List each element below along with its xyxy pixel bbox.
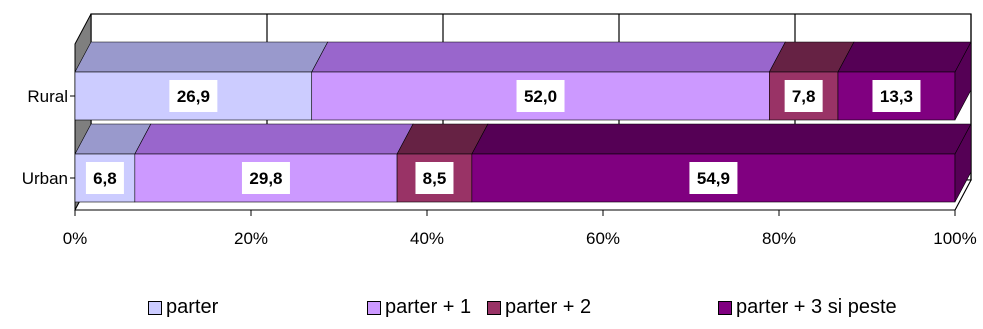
- data-label-text: 26,9: [177, 87, 210, 106]
- data-label: 13,3: [872, 80, 920, 112]
- bar-top: [75, 42, 328, 72]
- x-tick-labels: 0% 20% 40% 60% 80% 100%: [63, 229, 977, 248]
- data-label: 7,8: [785, 80, 823, 112]
- data-label-text: 29,8: [249, 169, 282, 188]
- data-label: 26,9: [169, 80, 217, 112]
- x-tick-label: 0%: [63, 229, 88, 248]
- data-label-text: 7,8: [792, 87, 816, 106]
- data-label: 29,8: [242, 162, 290, 194]
- data-label-text: 8,5: [423, 169, 447, 188]
- x-tick-label: 100%: [933, 229, 976, 248]
- data-label: 52,0: [517, 80, 565, 112]
- category-labels: Rural Urban: [22, 87, 75, 188]
- data-label-text: 13,3: [880, 87, 913, 106]
- data-label-text: 52,0: [524, 87, 557, 106]
- legend: parter parter + 1 parter + 2 parter + 3 si …: [0, 296, 983, 326]
- legend-swatch: [487, 301, 501, 315]
- bar-top: [312, 42, 786, 72]
- legend-item: parter + 3 si peste: [718, 296, 897, 319]
- data-label: 6,8: [86, 162, 124, 194]
- legend-item: parter + 1: [367, 296, 471, 319]
- category-label: Urban: [22, 169, 68, 188]
- x-tick-label: 20%: [234, 229, 268, 248]
- category-label: Rural: [27, 87, 68, 106]
- x-tick-label: 80%: [762, 229, 796, 248]
- legend-swatch: [148, 301, 162, 315]
- bar-top: [472, 124, 971, 154]
- legend-label: parter + 1: [385, 296, 471, 319]
- legend-label: parter + 3 si peste: [736, 296, 897, 319]
- legend-item: parter + 2: [487, 296, 591, 319]
- legend-item: parter: [148, 296, 218, 319]
- bar-top: [838, 42, 971, 72]
- x-tick-label: 60%: [586, 229, 620, 248]
- legend-label: parter + 2: [505, 296, 591, 319]
- legend-label: parter: [166, 296, 218, 319]
- bar-top: [135, 124, 413, 154]
- data-label: 8,5: [415, 162, 453, 194]
- data-label-text: 54,9: [697, 169, 730, 188]
- data-label-text: 6,8: [93, 169, 117, 188]
- chart: Rural Urban 0% 20% 40% 60% 80% 100% 26,9 52,0 7,…: [0, 0, 983, 295]
- legend-swatch: [367, 301, 381, 315]
- legend-swatch: [718, 301, 732, 315]
- x-tick-label: 40%: [410, 229, 444, 248]
- data-label: 54,9: [689, 162, 737, 194]
- bars: [75, 42, 971, 202]
